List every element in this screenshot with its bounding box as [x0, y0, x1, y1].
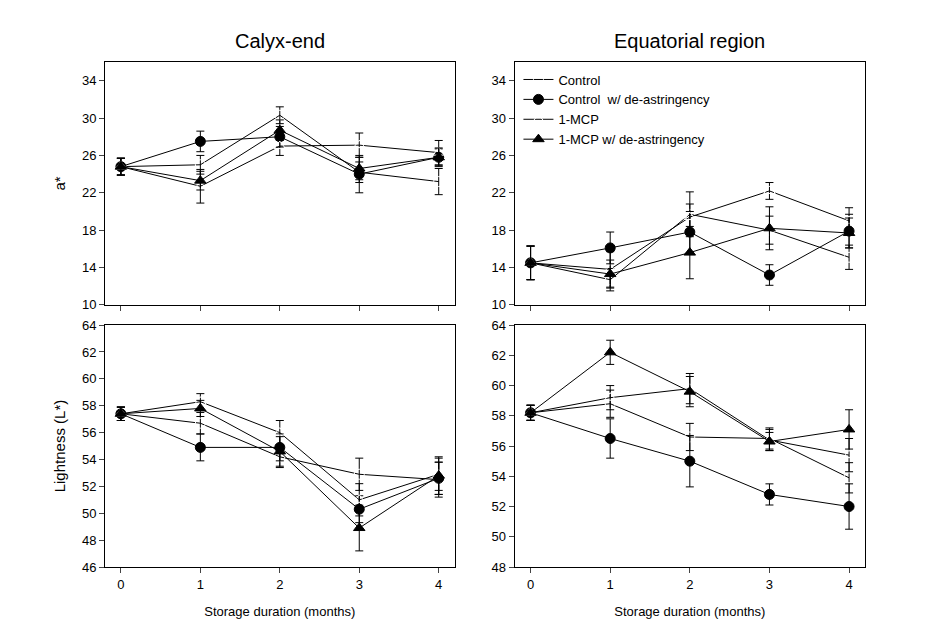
- svg-text:48: 48: [82, 533, 96, 548]
- svg-text:50: 50: [82, 506, 96, 521]
- svg-text:a*: a*: [51, 176, 68, 190]
- svg-text:62: 62: [82, 345, 96, 360]
- svg-text:22: 22: [82, 185, 96, 200]
- svg-text:34: 34: [492, 73, 506, 88]
- svg-text:52: 52: [492, 499, 506, 514]
- svg-text:60: 60: [492, 378, 506, 393]
- svg-text:Lightness (L*): Lightness (L*): [51, 400, 68, 493]
- svg-text:3: 3: [766, 577, 773, 592]
- svg-text:Storage duration (months): Storage duration (months): [204, 604, 355, 619]
- svg-text:Control: Control: [558, 73, 600, 88]
- svg-text:58: 58: [82, 398, 96, 413]
- svg-text:0: 0: [117, 577, 124, 592]
- svg-text:60: 60: [82, 371, 96, 386]
- svg-text:10: 10: [82, 297, 96, 312]
- svg-text:1: 1: [197, 577, 204, 592]
- svg-text:26: 26: [492, 148, 506, 163]
- svg-text:3: 3: [356, 577, 363, 592]
- svg-text:46: 46: [82, 560, 96, 575]
- svg-text:52: 52: [82, 479, 96, 494]
- svg-text:30: 30: [82, 111, 96, 126]
- svg-text:1-MCP: 1-MCP: [558, 112, 598, 127]
- svg-text:56: 56: [492, 439, 506, 454]
- svg-text:64: 64: [492, 318, 506, 333]
- svg-text:Equatorial region: Equatorial region: [614, 30, 765, 52]
- svg-text:30: 30: [492, 111, 506, 126]
- svg-text:54: 54: [492, 469, 506, 484]
- svg-text:34: 34: [82, 73, 96, 88]
- svg-text:0: 0: [527, 577, 534, 592]
- svg-text:2: 2: [686, 577, 693, 592]
- svg-text:1-MCP w/ de-astringency: 1-MCP w/ de-astringency: [558, 132, 704, 147]
- svg-text:48: 48: [492, 560, 506, 575]
- svg-text:Storage duration (months): Storage duration (months): [614, 604, 765, 619]
- svg-text:62: 62: [492, 348, 506, 363]
- svg-text:2: 2: [276, 577, 283, 592]
- svg-text:26: 26: [82, 148, 96, 163]
- svg-text:10: 10: [492, 297, 506, 312]
- svg-text:4: 4: [435, 577, 442, 592]
- svg-text:58: 58: [492, 408, 506, 423]
- svg-text:4: 4: [845, 577, 852, 592]
- svg-text:56: 56: [82, 425, 96, 440]
- svg-text:14: 14: [492, 260, 506, 275]
- svg-text:18: 18: [492, 223, 506, 238]
- svg-text:1: 1: [607, 577, 614, 592]
- svg-text:54: 54: [82, 452, 96, 467]
- svg-text:18: 18: [82, 223, 96, 238]
- svg-text:14: 14: [82, 260, 96, 275]
- svg-text:Control w/ de-astringency: Control w/ de-astringency: [558, 92, 710, 107]
- svg-text:22: 22: [492, 185, 506, 200]
- svg-text:64: 64: [82, 318, 96, 333]
- svg-text:50: 50: [492, 529, 506, 544]
- svg-text:Calyx-end: Calyx-end: [235, 30, 325, 52]
